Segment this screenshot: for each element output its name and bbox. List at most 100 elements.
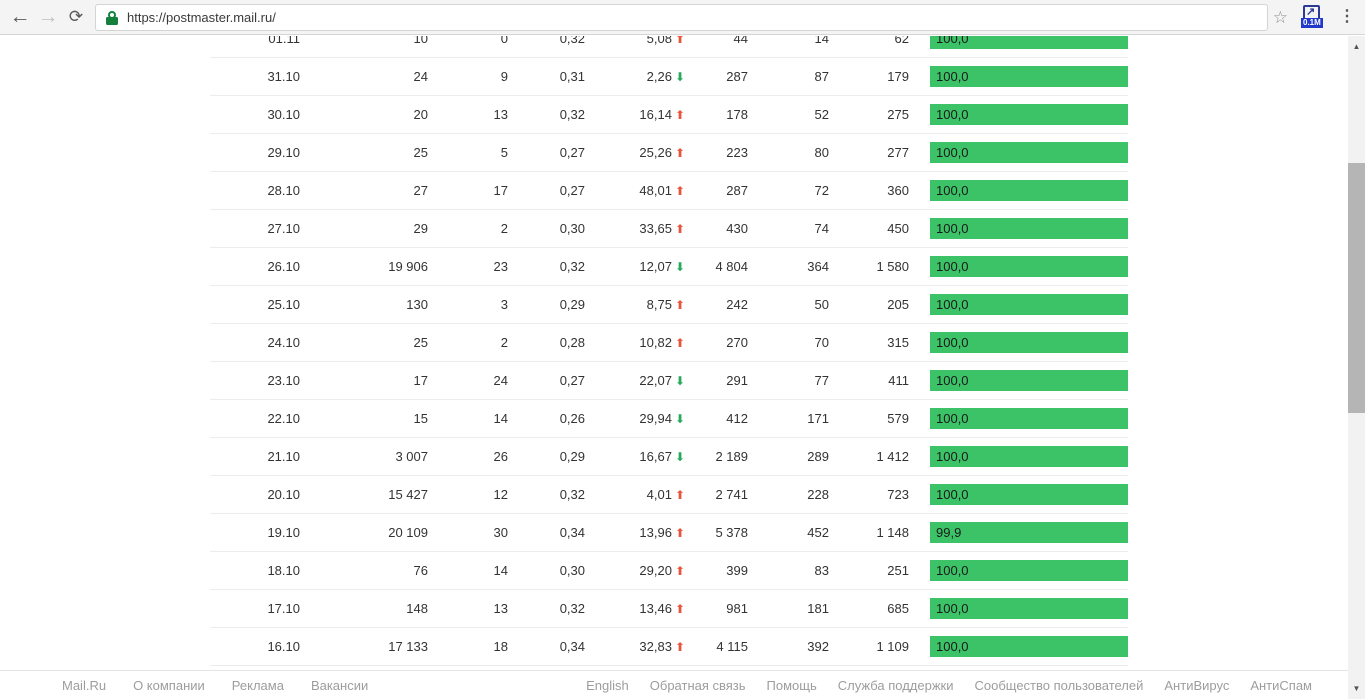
delta-value: 13,46	[639, 600, 672, 616]
value-cell: 205	[887, 296, 909, 312]
trend-up-icon: ⬆	[674, 36, 685, 46]
bar-cell: 100,0	[909, 294, 1128, 315]
reload-button[interactable]: ⟳	[68, 7, 84, 26]
table-row: 17.10 148 13 0,32 13,46 ⬆ 981 181 685 100,0	[210, 590, 1128, 628]
trend-up-icon: ⬆	[674, 335, 685, 350]
bar-cell: 100,0	[909, 36, 1128, 49]
value-cell: 723	[887, 486, 909, 502]
delta-cell: 4,01 ⬆	[585, 476, 685, 514]
back-button[interactable]: ←	[9, 5, 31, 28]
value-cell: 4 804	[715, 258, 748, 274]
footer-link[interactable]: О компании	[133, 677, 205, 693]
footer-link[interactable]: Обратная связь	[649, 677, 746, 693]
value-cell: 17	[413, 372, 428, 388]
footer-link[interactable]: Служба поддержки	[837, 677, 954, 693]
value-cell: 0,28	[559, 334, 585, 350]
value-cell: 228	[807, 486, 829, 502]
bar-cell: 100,0	[909, 560, 1128, 581]
footer-link[interactable]: English	[586, 677, 629, 693]
delta-cell: 48,01 ⬆	[585, 172, 685, 210]
browser-menu-icon[interactable]: ⋮	[1339, 8, 1355, 25]
trend-up-icon: ⬆	[674, 107, 685, 122]
delivered-percentage-bar: 100,0	[930, 598, 1128, 619]
value-cell: 72	[814, 182, 829, 198]
delivered-percentage-bar: 100,0	[930, 104, 1128, 125]
value-cell: 29	[413, 220, 428, 236]
browser-toolbar: ← → ⟳ https://postmaster.mail.ru/ ☆ ↗ 0.…	[0, 0, 1365, 35]
page-content: 01.11 10 0 0,32 5,08 ⬆ 44 14 62 100,0 31.10 24 9 0,31…	[0, 36, 1348, 670]
value-cell: 23	[493, 258, 508, 274]
bar-cell: 100,0	[909, 332, 1128, 353]
footer: Mail.Ru О компании Реклама Вакансии English…	[0, 670, 1348, 699]
footer-link[interactable]: Вакансии	[310, 677, 369, 693]
value-cell: 130	[406, 296, 428, 312]
value-cell: 275	[887, 106, 909, 122]
footer-link[interactable]: АнтиВирус	[1164, 677, 1230, 693]
delta-value: 16,14	[639, 106, 672, 122]
value-cell: 1 109	[876, 638, 909, 654]
bookmark-star-icon[interactable]: ☆	[1272, 8, 1288, 27]
value-cell: 15	[413, 410, 428, 426]
table-row: 31.10 24 9 0,31 2,26 ⬇ 287 87 179 100,0	[210, 58, 1128, 96]
url-text[interactable]: https://postmaster.mail.ru/	[127, 10, 276, 25]
delta-value: 8,75	[646, 296, 672, 312]
scrollbar-thumb[interactable]	[1348, 163, 1365, 413]
value-cell: 25	[413, 334, 428, 350]
delta-value: 25,26	[639, 144, 672, 160]
footer-link[interactable]: Помощь	[766, 677, 817, 693]
trend-down-icon: ⬇	[674, 373, 685, 388]
delta-value: 33,65	[639, 220, 672, 236]
trend-down-icon: ⬇	[674, 449, 685, 464]
value-cell: 392	[807, 638, 829, 654]
value-cell: 411	[888, 372, 909, 388]
value-cell: 981	[726, 600, 748, 616]
forward-button[interactable]: →	[37, 5, 59, 28]
bar-cell: 100,0	[909, 66, 1128, 87]
delivered-percentage-bar: 100,0	[930, 484, 1128, 505]
trend-up-icon: ⬆	[674, 487, 685, 502]
table-row: 29.10 25 5 0,27 25,26 ⬆ 223 80 277 100,0	[210, 134, 1128, 172]
value-cell: 430	[726, 220, 748, 236]
trend-down-icon: ⬇	[674, 411, 685, 426]
delta-value: 29,94	[639, 410, 672, 426]
footer-link[interactable]: Mail.Ru	[62, 677, 107, 693]
date-cell: 24.10	[267, 334, 300, 350]
value-cell: 450	[887, 220, 909, 236]
bar-cell: 100,0	[909, 180, 1128, 201]
value-cell: 70	[814, 334, 829, 350]
address-bar[interactable]: https://postmaster.mail.ru/	[95, 4, 1268, 31]
trend-down-icon: ⬇	[674, 259, 685, 274]
value-cell: 2 189	[715, 448, 748, 464]
footer-link[interactable]: Реклама	[231, 677, 284, 693]
bar-cell: 100,0	[909, 104, 1128, 125]
extension-arrow-icon: ↗	[1306, 6, 1316, 18]
delta-cell: 5,08 ⬆	[585, 36, 685, 58]
footer-link[interactable]: АнтиСпам	[1250, 677, 1312, 693]
table-row: 26.10 19 906 23 0,32 12,07 ⬇ 4 804 364 1 580 100,…	[210, 248, 1128, 286]
value-cell: 2 741	[715, 486, 748, 502]
vertical-scrollbar[interactable]: ▲ ▼	[1348, 36, 1365, 699]
footer-link[interactable]: Сообщество пользователей	[974, 677, 1144, 693]
value-cell: 291	[726, 372, 748, 388]
bar-cell: 100,0	[909, 408, 1128, 429]
value-cell: 0,32	[559, 36, 585, 46]
table-row: 27.10 29 2 0,30 33,65 ⬆ 430 74 450 100,0	[210, 210, 1128, 248]
delta-cell: 10,82 ⬆	[585, 324, 685, 362]
delta-cell: 29,94 ⬇	[585, 400, 685, 438]
delta-cell: 33,65 ⬆	[585, 210, 685, 248]
value-cell: 87	[814, 68, 829, 84]
value-cell: 0,29	[559, 448, 585, 464]
delta-cell: 13,96 ⬆	[585, 514, 685, 552]
scroll-up-icon[interactable]: ▲	[1352, 42, 1361, 51]
extension-icon[interactable]: ↗ 0.1M	[1301, 5, 1323, 28]
value-cell: 26	[493, 448, 508, 464]
value-cell: 0,27	[559, 182, 585, 198]
delta-cell: 22,07 ⬇	[585, 362, 685, 400]
value-cell: 287	[726, 68, 748, 84]
bar-cell: 100,0	[909, 370, 1128, 391]
scroll-down-icon[interactable]: ▼	[1352, 684, 1361, 693]
value-cell: 685	[887, 600, 909, 616]
value-cell: 14	[814, 36, 829, 46]
value-cell: 10	[413, 36, 428, 46]
delta-cell: 12,07 ⬇	[585, 248, 685, 286]
